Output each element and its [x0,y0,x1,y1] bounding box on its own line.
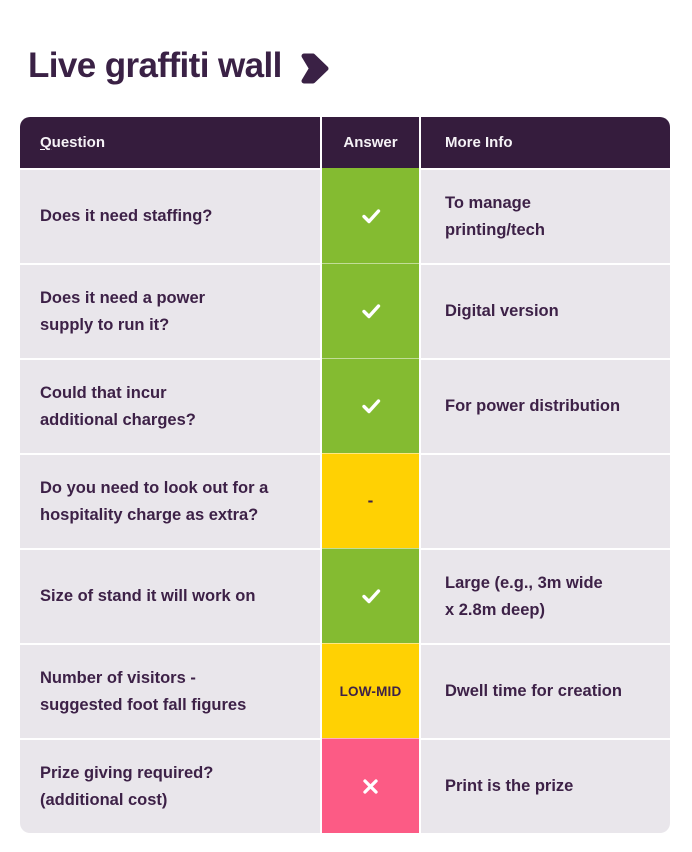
check-icon [361,304,380,319]
table-row: Do you need to look out for a hospitalit… [20,453,670,548]
table-row: Could that incur additional charges? For… [20,358,670,453]
question-cell: Could that incur additional charges? [20,360,320,453]
comparison-table: Question Answer More Info Does it need s… [20,117,670,833]
info-cell [421,455,670,548]
page-title: Live graffiti wall [28,46,282,85]
answer-dash-label: - [367,491,374,510]
info-cell: Dwell time for creation [421,645,670,738]
answer-cell: LOW-MID [322,643,419,738]
table-header-row: Question Answer More Info [20,117,670,168]
question-cell: Does it need staffing? [20,170,320,263]
answer-cell [322,263,419,358]
answer-cell [322,738,419,833]
table-row: Does it need a power supply to run it? D… [20,263,670,358]
column-header-more-info: More Info [421,117,670,168]
question-cell: Do you need to look out for a hospitalit… [20,455,320,548]
info-cell: Large (e.g., 3m wide x 2.8m deep) [421,550,670,643]
question-cell: Size of stand it will work on [20,550,320,643]
answer-cell: - [322,453,419,548]
column-header-answer: Answer [322,117,419,168]
info-cell: Digital version [421,265,670,358]
chevron-right-icon [301,53,329,83]
answer-cell [322,548,419,643]
column-header-label: More Info [445,134,513,151]
check-icon [361,399,380,414]
cross-icon [363,778,378,794]
info-cell: Print is the prize [421,740,670,833]
question-cell: Does it need a power supply to run it? [20,265,320,358]
table-row: Prize giving required? (additional cost)… [20,738,670,833]
title-row: Live graffiti wall [0,0,692,90]
answer-lowmid-label: LOW-MID [339,683,402,699]
question-cell: Number of visitors - suggested foot fall… [20,645,320,738]
question-cell: Prize giving required? (additional cost) [20,740,320,833]
table-row: Size of stand it will work on Large (e.g… [20,548,670,643]
answer-cell [322,168,419,263]
column-header-label: Answer [343,134,398,151]
answer-cell [322,358,419,453]
column-header-label: Question [40,134,106,151]
check-icon [361,209,380,224]
column-header-question: Question [20,117,320,168]
info-cell: To manage printing/tech [421,170,670,263]
check-icon [361,589,380,604]
info-cell: For power distribution [421,360,670,453]
table-row: Does it need staffing? To manage printin… [20,168,670,263]
table-row: Number of visitors - suggested foot fall… [20,643,670,738]
